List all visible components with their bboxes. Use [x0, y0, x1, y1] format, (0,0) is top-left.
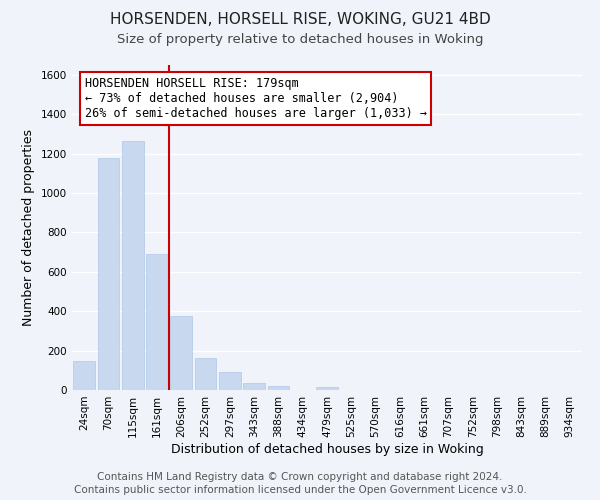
Bar	[170, 316, 192, 390]
Text: Size of property relative to detached houses in Woking: Size of property relative to detached ho…	[117, 32, 483, 46]
Y-axis label: Number of detached properties: Number of detached properties	[22, 129, 35, 326]
X-axis label: Distribution of detached houses by size in Woking: Distribution of detached houses by size …	[170, 442, 484, 456]
Bar	[316, 387, 338, 390]
Bar	[243, 382, 265, 390]
Bar	[219, 372, 241, 390]
Text: HORSENDEN, HORSELL RISE, WOKING, GU21 4BD: HORSENDEN, HORSELL RISE, WOKING, GU21 4B…	[110, 12, 490, 28]
Bar	[146, 254, 168, 390]
Bar	[194, 358, 217, 390]
Bar	[122, 141, 143, 390]
Text: Contains HM Land Registry data © Crown copyright and database right 2024.: Contains HM Land Registry data © Crown c…	[97, 472, 503, 482]
Text: Contains public sector information licensed under the Open Government Licence v3: Contains public sector information licen…	[74, 485, 526, 495]
Bar	[268, 386, 289, 390]
Text: HORSENDEN HORSELL RISE: 179sqm
← 73% of detached houses are smaller (2,904)
26% : HORSENDEN HORSELL RISE: 179sqm ← 73% of …	[85, 77, 427, 120]
Bar	[97, 158, 119, 390]
Bar	[73, 361, 95, 390]
